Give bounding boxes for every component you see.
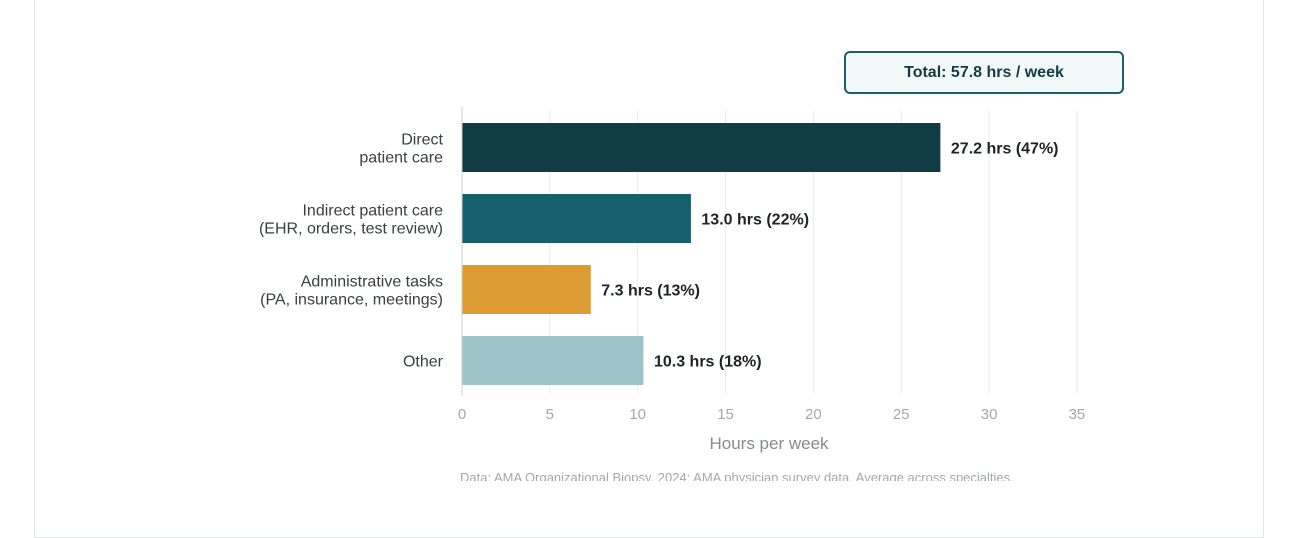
bar-value-label: 27.2 hrs (47%) [951, 141, 1059, 158]
category-label: patient care [359, 150, 443, 167]
x-tick-label: 30 [981, 406, 998, 423]
x-tick-label: 15 [717, 406, 734, 423]
bars [462, 123, 941, 385]
total-badge: Total: 57.8 hrs / week [844, 51, 1124, 94]
x-tick-label: 25 [893, 406, 910, 423]
bar-chart: 0 5 10 15 20 25 30 35 27.2 hrs (47%) Directpatien… [259, 107, 1085, 453]
category-label: Other [403, 354, 444, 371]
category-label: Administrative tasks [301, 274, 443, 291]
bar-value-label: 10.3 hrs (18%) [654, 354, 762, 371]
category-label: Indirect patient care [302, 203, 443, 220]
source-note: Data: AMA Organizational Biopsy, 2024; A… [460, 470, 1014, 481]
x-tick-label: 0 [458, 406, 466, 423]
labels: 0 5 10 15 20 25 30 35 27.2 hrs (47%) Directpatien… [259, 132, 1085, 424]
bar [462, 336, 644, 385]
x-tick-label: 20 [805, 406, 822, 423]
x-axis-title: Hours per week [709, 434, 829, 453]
category-label: (EHR, orders, test review) [259, 221, 443, 238]
bar [462, 194, 691, 243]
bar-value-label: 7.3 hrs (13%) [601, 283, 700, 300]
bar-value-label: 13.0 hrs (22%) [701, 212, 809, 229]
bar [462, 265, 591, 314]
x-tick-label: 35 [1069, 406, 1086, 423]
category-label: Direct [401, 132, 443, 149]
bar [462, 123, 941, 172]
x-tick-label: 10 [629, 406, 646, 423]
category-label: (PA, insurance, meetings) [260, 292, 443, 309]
x-tick-label: 5 [546, 406, 554, 423]
